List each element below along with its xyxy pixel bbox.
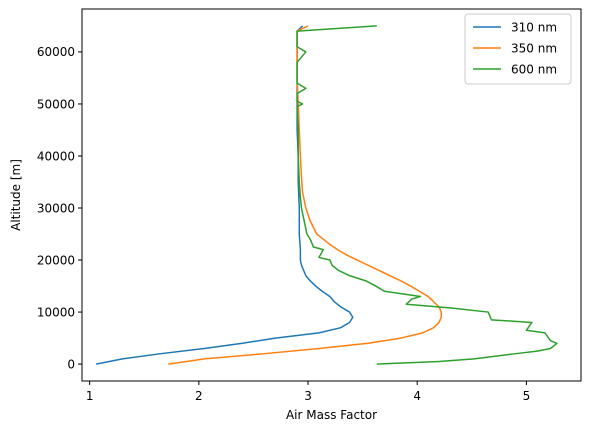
legend-label-2: 600 nm <box>511 62 557 76</box>
x-axis-label: Air Mass Factor <box>286 408 377 422</box>
series-layer <box>96 25 558 365</box>
legend-label-1: 350 nm <box>511 41 557 55</box>
y-tick-label: 30000 <box>37 201 75 215</box>
x-axis: 1 2 3 4 5 <box>86 381 530 403</box>
y-tick-label: 20000 <box>37 253 75 267</box>
x-tick-label: 1 <box>86 389 94 403</box>
y-axis-label: Altitude [m] <box>9 159 23 231</box>
y-axis: 0 10000 20000 30000 40000 50000 60000 <box>37 45 82 371</box>
legend: 310 nm 350 nm 600 nm <box>464 13 572 85</box>
x-tick-label: 4 <box>413 389 421 403</box>
y-tick-label: 10000 <box>37 305 75 319</box>
y-tick-label: 40000 <box>37 149 75 163</box>
y-tick-label: 0 <box>67 357 75 371</box>
series-line-1 <box>168 25 442 365</box>
legend-label-0: 310 nm <box>511 20 557 34</box>
series-line-0 <box>96 25 354 365</box>
x-tick-label: 5 <box>523 389 531 403</box>
legend-box <box>464 13 572 85</box>
y-tick-label: 60000 <box>37 45 75 59</box>
series-line-2 <box>296 25 558 365</box>
y-tick-label: 50000 <box>37 97 75 111</box>
plot-frame <box>81 8 582 382</box>
x-tick-label: 2 <box>195 389 203 403</box>
x-tick-label: 3 <box>304 389 312 403</box>
